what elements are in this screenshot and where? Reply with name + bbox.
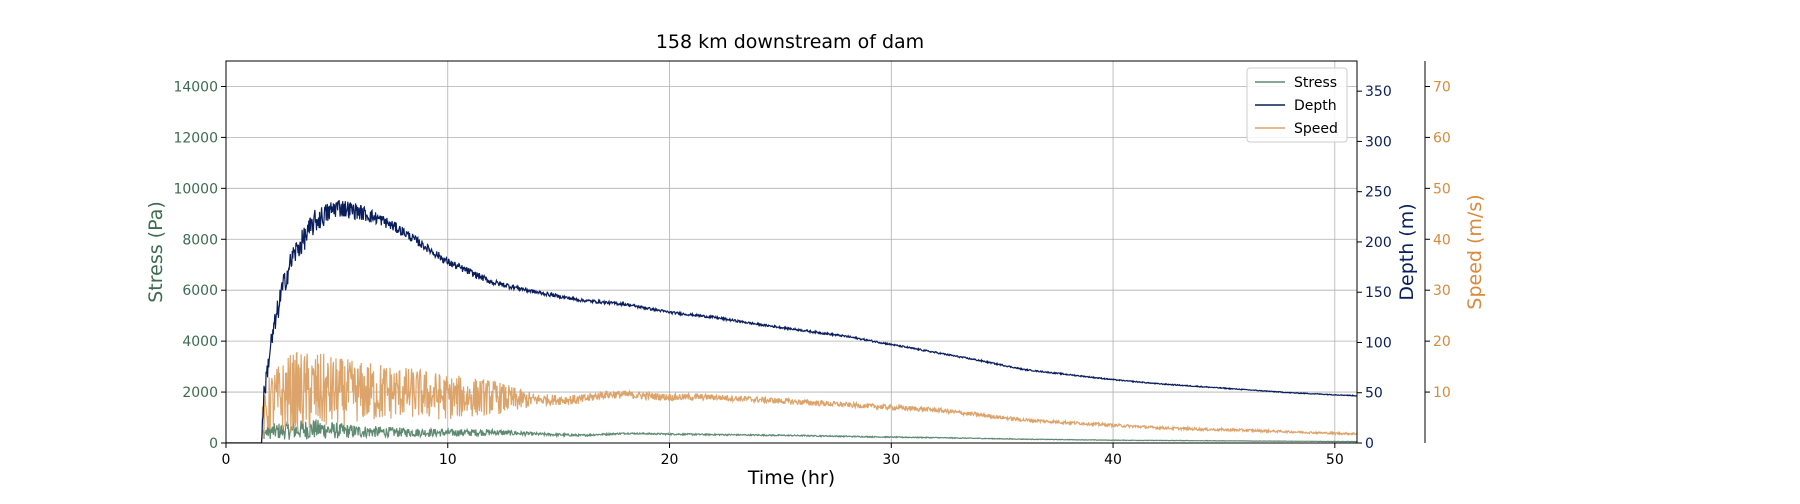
x-axis-title: Time (hr)	[747, 467, 835, 489]
depth-axis-title: Depth (m)	[1396, 203, 1418, 300]
speed-axis-title: Speed (m/s)	[1464, 194, 1486, 309]
series-line-stress	[226, 419, 1357, 443]
speed-tick-label: 40	[1433, 232, 1451, 248]
legend-label-depth: Depth	[1294, 98, 1337, 114]
depth-tick-label: 200	[1365, 235, 1392, 251]
axes: 0 10 20 30 40 5002000400060008000100001200014…	[145, 61, 1486, 468]
depth-tick-label: 300	[1365, 134, 1392, 150]
x-tick-label: 20	[661, 452, 679, 468]
stress-tick-label: 10000	[173, 181, 218, 197]
stress-axis-title: Stress (Pa)	[145, 201, 167, 303]
x-tick-label: 30	[882, 452, 900, 468]
speed-tick-label: 30	[1433, 283, 1451, 299]
x-tick-label: 50	[1326, 452, 1344, 468]
series-lines	[226, 200, 1357, 443]
chart-title: 158 km downstream of dam	[656, 31, 924, 53]
depth-tick-label: 0	[1365, 436, 1374, 452]
stress-tick-label: 4000	[182, 334, 218, 350]
stress-tick-label: 2000	[182, 385, 218, 401]
speed-tick-label: 60	[1433, 130, 1451, 146]
x-tick-label: 0	[222, 452, 231, 468]
depth-tick-label: 100	[1365, 335, 1392, 351]
stress-tick-label: 6000	[182, 283, 218, 299]
legend-label-stress: Stress	[1294, 75, 1337, 91]
depth-tick-label: 150	[1365, 285, 1392, 301]
series-line-depth	[226, 200, 1357, 443]
speed-tick-label: 20	[1433, 334, 1451, 350]
plot-frame	[225, 60, 1358, 444]
legend: Stress Depth Speed	[1246, 67, 1348, 143]
speed-tick-label: 50	[1433, 181, 1451, 197]
stress-tick-label: 14000	[173, 79, 218, 95]
speed-tick-label: 10	[1433, 385, 1451, 401]
depth-tick-label: 50	[1365, 386, 1383, 402]
series-line-speed	[226, 352, 1357, 443]
x-tick-label: 10	[439, 452, 457, 468]
x-tick-label: 40	[1104, 452, 1122, 468]
stress-tick-label: 8000	[182, 232, 218, 248]
stress-tick-label: 0	[209, 436, 218, 452]
depth-tick-label: 350	[1365, 84, 1392, 100]
stress-tick-label: 12000	[173, 130, 218, 146]
speed-tick-label: 70	[1433, 79, 1451, 95]
legend-label-speed: Speed	[1294, 121, 1338, 137]
legend-box	[1246, 67, 1348, 143]
depth-tick-label: 250	[1365, 185, 1392, 201]
